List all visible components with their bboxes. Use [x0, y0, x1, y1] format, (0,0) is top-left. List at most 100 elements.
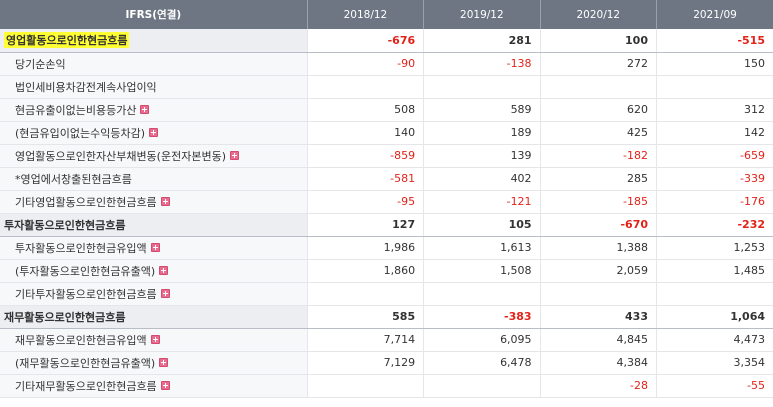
row-label-cell: 법인세비용차감전계속사업이익 — [0, 75, 308, 99]
value-cell: 4,473 — [656, 328, 773, 352]
value-cell — [306, 282, 424, 306]
value-cell: 189 — [423, 121, 541, 145]
value-cell: -138 — [423, 52, 541, 76]
table-row: (현금유입이없는수익등차감) 140 189 425 142 — [0, 121, 773, 145]
table-row: 기타영업활동으로인한현금흐름 -95 -121 -185 -176 — [0, 190, 773, 214]
value-cell: 150 — [656, 52, 773, 76]
plus-icon[interactable] — [160, 197, 170, 206]
value-cell: -232 — [656, 213, 773, 237]
row-label: *영업에서창출된현금흐름 — [15, 172, 132, 186]
row-label: 영업활동으로인한자산부채변동(운전자본변동) — [15, 149, 226, 163]
value-cell: -676 — [306, 29, 424, 53]
table-row: 영업활동으로인한자산부채변동(운전자본변동) -859 139 -182 -659 — [0, 144, 773, 168]
value-cell: 1,508 — [423, 259, 541, 283]
row-label: 기타영업활동으로인한현금흐름 — [15, 195, 157, 209]
row-label-cell: (재무활동으로인한현금유출액) — [0, 351, 308, 375]
row-label-cell: 영업활동으로인한자산부채변동(운전자본변동) — [0, 144, 308, 168]
value-cell — [539, 282, 657, 306]
plus-icon[interactable] — [160, 381, 170, 390]
column-header-period: 2018/12 — [306, 0, 424, 29]
row-label-cell: 영업활동으로인한현금흐름 — [0, 29, 308, 53]
value-cell: 402 — [423, 167, 541, 191]
table-row-section: 영업활동으로인한현금흐름 -676 281 100 -515 — [0, 29, 773, 53]
column-header-period: 2021/09 — [656, 0, 773, 29]
table-row: (투자활동으로인한현금유출액) 1,860 1,508 2,059 1,485 — [0, 259, 773, 283]
plus-icon[interactable] — [150, 243, 160, 252]
table-header-row: IFRS(연결) 2018/12 2019/12 2020/12 2021/09 — [0, 0, 773, 29]
value-cell: 6,478 — [423, 351, 541, 375]
value-cell: 142 — [656, 121, 773, 145]
row-label-cell: 재무활동으로인한현금유입액 — [0, 328, 308, 352]
row-label-cell: 현금유출이없는비용등가산 — [0, 98, 308, 122]
value-cell: 127 — [306, 213, 424, 237]
row-label-cell: (현금유입이없는수익등차감) — [0, 121, 308, 145]
value-cell: 1,253 — [656, 236, 773, 260]
row-label: 영업활동으로인한현금흐름 — [4, 32, 130, 49]
row-label-cell: 투자활동으로인한현금흐름 — [0, 213, 308, 237]
value-cell: -121 — [423, 190, 541, 214]
value-cell — [423, 282, 541, 306]
value-cell: 285 — [539, 167, 657, 191]
value-cell: 508 — [306, 98, 424, 122]
value-cell — [656, 75, 773, 99]
value-cell — [306, 75, 424, 99]
value-cell: 2,059 — [539, 259, 657, 283]
table-row-section: 투자활동으로인한현금흐름 127 105 -670 -232 — [0, 213, 773, 237]
plus-icon[interactable] — [149, 128, 159, 137]
row-label-cell: 기타투자활동으로인한현금흐름 — [0, 282, 308, 306]
table-row-section: 재무활동으로인한현금흐름 585 -383 433 1,064 — [0, 305, 773, 329]
plus-icon[interactable] — [159, 266, 169, 275]
value-cell — [423, 75, 541, 99]
table-row: 재무활동으로인한현금유입액 7,714 6,095 4,845 4,473 — [0, 328, 773, 352]
value-cell: 7,129 — [306, 351, 424, 375]
value-cell: 620 — [539, 98, 657, 122]
column-header-period: 2019/12 — [423, 0, 541, 29]
plus-icon[interactable] — [140, 105, 150, 114]
row-label: 투자활동으로인한현금흐름 — [4, 218, 126, 232]
value-cell: 1,485 — [656, 259, 773, 283]
value-cell: 312 — [656, 98, 773, 122]
value-cell: 105 — [423, 213, 541, 237]
value-cell: -95 — [306, 190, 424, 214]
row-label-cell: (투자활동으로인한현금유출액) — [0, 259, 308, 283]
value-cell: -339 — [656, 167, 773, 191]
value-cell — [306, 374, 424, 398]
value-cell: -859 — [306, 144, 424, 168]
row-label-cell: 기타영업활동으로인한현금흐름 — [0, 190, 308, 214]
plus-icon[interactable] — [229, 151, 239, 160]
value-cell: 3,354 — [656, 351, 773, 375]
row-label: 기타투자활동으로인한현금흐름 — [15, 287, 157, 301]
table-row: 기타재무활동으로인한현금흐름 -28 -55 — [0, 374, 773, 398]
row-label: 법인세비용차감전계속사업이익 — [15, 80, 157, 94]
value-cell: -176 — [656, 190, 773, 214]
row-label: (재무활동으로인한현금유출액) — [15, 356, 156, 370]
value-cell: 1,064 — [656, 305, 773, 329]
row-label-cell: 기타재무활동으로인한현금흐름 — [0, 374, 308, 398]
plus-icon[interactable] — [160, 289, 170, 298]
value-cell: 1,986 — [306, 236, 424, 260]
table-row: *영업에서창출된현금흐름 -581 402 285 -339 — [0, 167, 773, 191]
value-cell: 6,095 — [423, 328, 541, 352]
value-cell: 100 — [539, 29, 657, 53]
value-cell: 1,613 — [423, 236, 541, 260]
value-cell: 4,384 — [539, 351, 657, 375]
value-cell: -383 — [423, 305, 541, 329]
table-body: 영업활동으로인한현금흐름 -676 281 100 -515 당기순손익 -90 -138 27… — [0, 29, 773, 398]
value-cell: -28 — [539, 374, 657, 398]
value-cell: 4,845 — [539, 328, 657, 352]
column-header-period: 2020/12 — [539, 0, 657, 29]
table-row: 당기순손익 -90 -138 272 150 — [0, 52, 773, 76]
row-label: 당기순손익 — [15, 57, 66, 71]
value-cell: 281 — [423, 29, 541, 53]
plus-icon[interactable] — [159, 358, 169, 367]
value-cell: -670 — [539, 213, 657, 237]
value-cell — [423, 374, 541, 398]
value-cell: -515 — [656, 29, 773, 53]
row-label-cell: 당기순손익 — [0, 52, 308, 76]
value-cell: 1,388 — [539, 236, 657, 260]
value-cell: 585 — [306, 305, 424, 329]
value-cell: 589 — [423, 98, 541, 122]
row-label: 기타재무활동으로인한현금흐름 — [15, 379, 157, 393]
plus-icon[interactable] — [150, 335, 160, 344]
row-label: 투자활동으로인한현금유입액 — [15, 241, 147, 255]
